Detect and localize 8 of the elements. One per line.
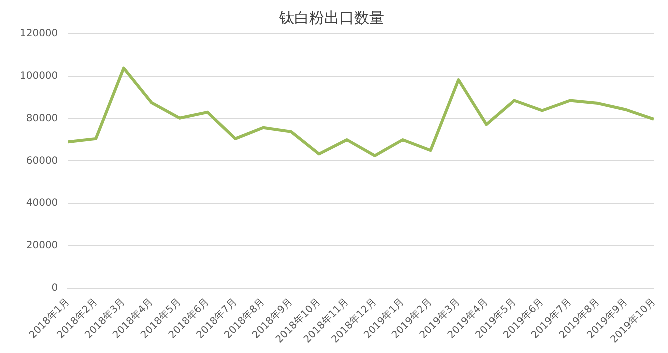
y-tick-label: 80000	[26, 113, 58, 124]
y-tick-label: 100000	[20, 70, 58, 82]
y-tick-label: 0	[52, 282, 58, 294]
y-tick-label: 60000	[26, 156, 58, 167]
y-tick-label: 120000	[20, 28, 58, 40]
y-tick-label: 40000	[26, 198, 58, 210]
y-tick-label: 20000	[26, 240, 58, 252]
chart-title: 钛白粉出口数量	[278, 8, 384, 27]
